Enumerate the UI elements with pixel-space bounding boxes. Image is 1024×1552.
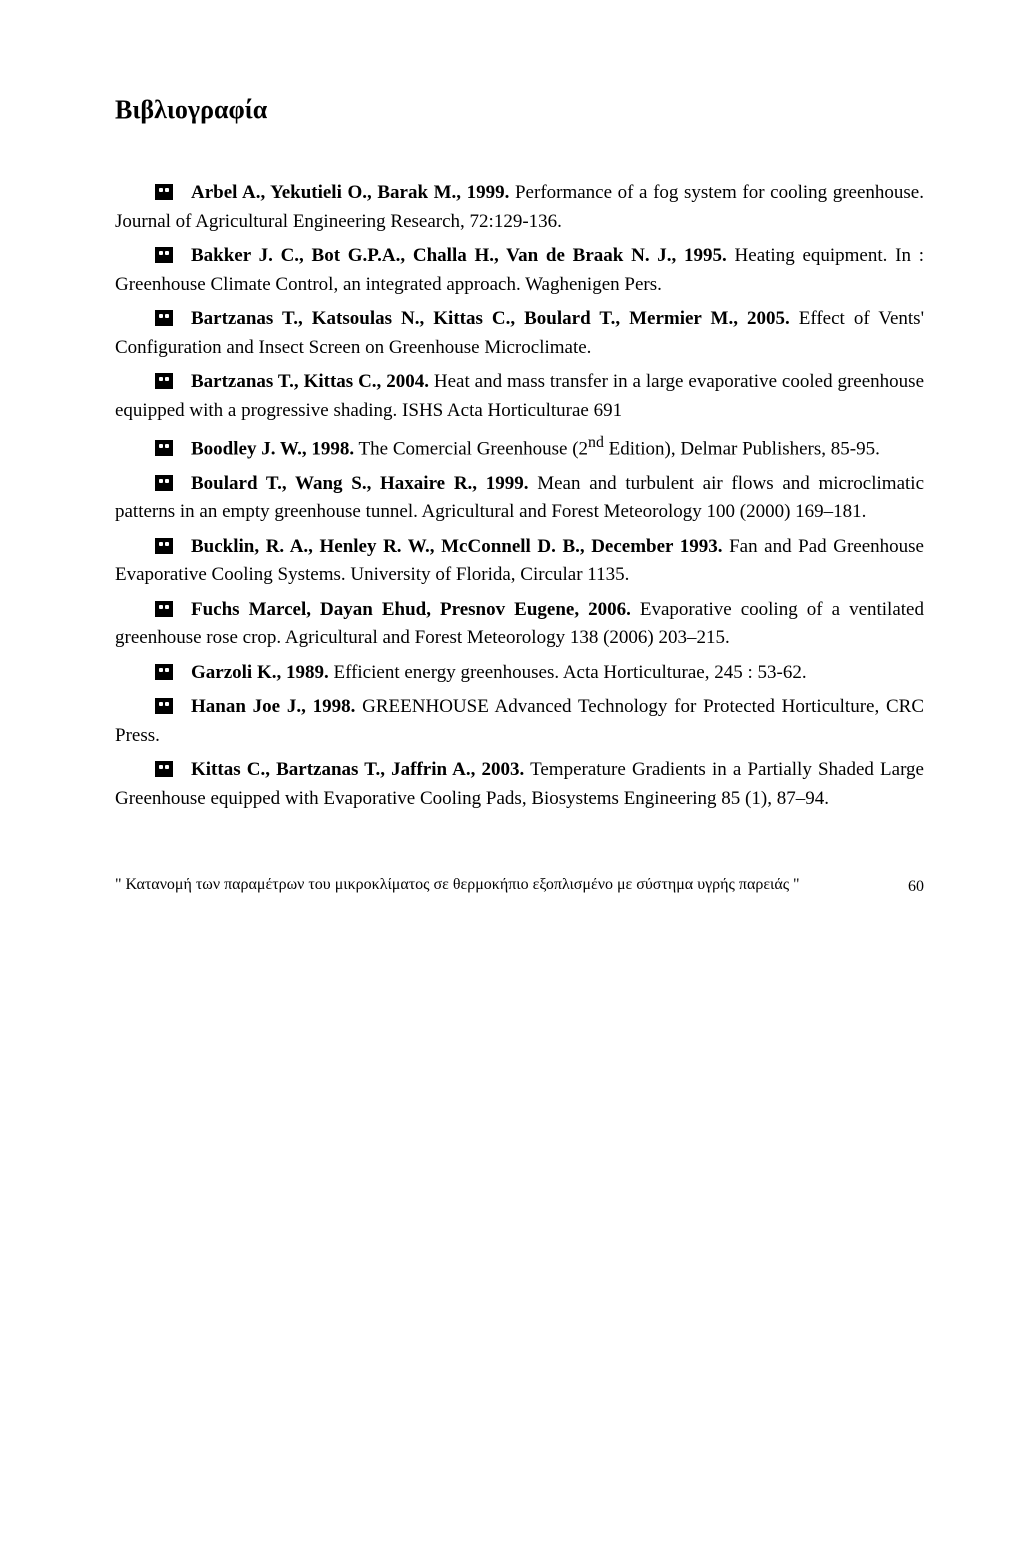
bibliography-entry: Boodley J. W., 1998. The Comercial Green… (115, 431, 924, 464)
entry-text: Edition), Delmar Publishers, 85-95. (604, 438, 880, 459)
footer-text: " Κατανομή των παραμέτρων του μικροκλίμα… (115, 873, 878, 897)
bibliography-entry: Bucklin, R. A., Henley R. W., McConnell … (115, 533, 924, 590)
bibliography-entry: Hanan Joe J., 1998. GREENHOUSE Advanced … (115, 693, 924, 750)
entry-authors: Bartzanas T., Kittas C., 2004. (191, 371, 429, 392)
entry-authors: Arbel A., Yekutieli O., Barak M., 1999. (191, 182, 509, 203)
book-icon (155, 664, 173, 680)
entry-authors: Bartzanas T., Katsoulas N., Kittas C., B… (191, 308, 790, 329)
bibliography-entry: Bartzanas T., Kittas C., 2004. Heat and … (115, 368, 924, 425)
book-icon (155, 698, 173, 714)
book-icon (155, 247, 173, 263)
bibliography-heading: Βιβλιογραφία (115, 90, 924, 129)
bibliography-entry: Bakker J. C., Bot G.P.A., Challa H., Van… (115, 242, 924, 299)
bibliography-entry: Kittas C., Bartzanas T., Jaffrin A., 200… (115, 756, 924, 813)
book-icon (155, 310, 173, 326)
page-number: 60 (908, 873, 924, 899)
entry-superscript: nd (588, 434, 604, 451)
book-icon (155, 601, 173, 617)
book-icon (155, 440, 173, 456)
entry-text: The Comercial Greenhouse (2 (354, 438, 588, 459)
entry-text: Efficient energy greenhouses. Acta Horti… (329, 662, 807, 683)
page-footer: " Κατανομή των παραμέτρων του μικροκλίμα… (115, 873, 924, 899)
bibliography-entry: Arbel A., Yekutieli O., Barak M., 1999. … (115, 179, 924, 236)
bibliography-entry: Garzoli K., 1989. Efficient energy green… (115, 659, 924, 688)
bibliography-entry: Fuchs Marcel, Dayan Ehud, Presnov Eugene… (115, 596, 924, 653)
bibliography-list: Arbel A., Yekutieli O., Barak M., 1999. … (115, 179, 924, 813)
entry-authors: Garzoli K., 1989. (191, 662, 329, 683)
entry-authors: Bakker J. C., Bot G.P.A., Challa H., Van… (191, 245, 727, 266)
bibliography-entry: Boulard T., Wang S., Haxaire R., 1999. M… (115, 470, 924, 527)
book-icon (155, 475, 173, 491)
entry-authors: Hanan Joe J., 1998. (191, 696, 355, 717)
entry-authors: Fuchs Marcel, Dayan Ehud, Presnov Eugene… (191, 599, 631, 620)
entry-authors: Bucklin, R. A., Henley R. W., McConnell … (191, 536, 722, 557)
book-icon (155, 538, 173, 554)
book-icon (155, 373, 173, 389)
entry-authors: Boulard T., Wang S., Haxaire R., 1999. (191, 473, 529, 494)
book-icon (155, 184, 173, 200)
entry-authors: Kittas C., Bartzanas T., Jaffrin A., 200… (191, 759, 524, 780)
entry-authors: Boodley J. W., 1998. (191, 438, 354, 459)
bibliography-entry: Bartzanas T., Katsoulas N., Kittas C., B… (115, 305, 924, 362)
book-icon (155, 761, 173, 777)
